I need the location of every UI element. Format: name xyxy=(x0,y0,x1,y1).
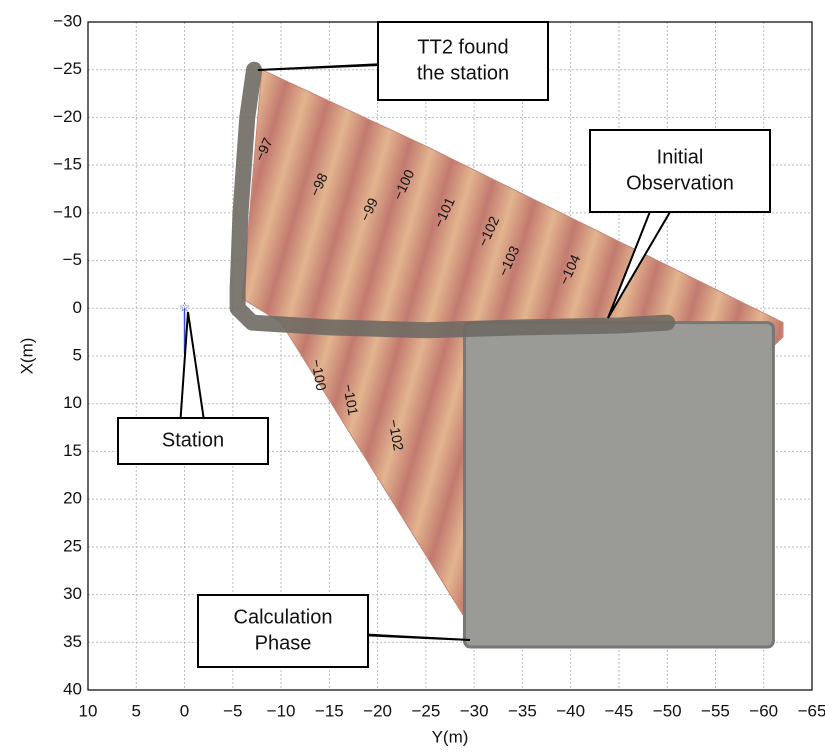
x-tick-label: −65 xyxy=(798,701,825,720)
callout-text: Calculation xyxy=(234,606,333,628)
x-tick-label: 10 xyxy=(79,701,98,720)
callout-text: Initial xyxy=(657,146,704,168)
callout-text: Phase xyxy=(255,632,312,654)
x-tick-label: −30 xyxy=(460,701,489,720)
callout-text: the station xyxy=(417,62,509,84)
y-tick-label: 35 xyxy=(63,632,82,651)
x-tick-label: −35 xyxy=(508,701,537,720)
y-tick-label: 15 xyxy=(63,441,82,460)
chart: Y(m) X(m) 10 5 0 −5 −10 −15 −20 −25 −30 −35 −40 −45… xyxy=(0,0,825,752)
y-tick-label: −20 xyxy=(53,107,82,126)
x-tick-label: −20 xyxy=(363,701,392,720)
y-tick-label: −10 xyxy=(53,202,82,221)
y-tick-label: 0 xyxy=(73,298,82,317)
x-tick-label: −60 xyxy=(749,701,778,720)
y-tick-label: −30 xyxy=(53,11,82,30)
y-tick-label: 20 xyxy=(63,489,82,508)
callout-box xyxy=(378,22,548,100)
callout-text: Observation xyxy=(626,172,734,194)
x-tick-label: −40 xyxy=(556,701,585,720)
x-tick-label: −50 xyxy=(653,701,682,720)
y-tick-label: −5 xyxy=(63,250,82,269)
x-tick-label: 5 xyxy=(132,701,141,720)
x-tick-label: −25 xyxy=(411,701,440,720)
x-tick-label: −15 xyxy=(315,701,344,720)
x-tick-label: 0 xyxy=(180,701,189,720)
y-tick-label: 5 xyxy=(73,345,82,364)
x-tick-label: −5 xyxy=(223,701,242,720)
photo-mosaic xyxy=(464,323,773,647)
x-tick-label: −45 xyxy=(605,701,634,720)
y-tick-label: 25 xyxy=(63,536,82,555)
y-tick-label: −15 xyxy=(53,155,82,174)
y-tick-label: 30 xyxy=(63,584,82,603)
y-tick-label: 10 xyxy=(63,393,82,412)
x-tick-label: −55 xyxy=(701,701,730,720)
y-tick-label: −25 xyxy=(53,59,82,78)
y-tick-label: 40 xyxy=(63,679,82,698)
callout-text: Station xyxy=(162,429,224,451)
callout-text: TT2 found xyxy=(417,36,508,58)
y-axis-label: X(m) xyxy=(17,338,36,375)
x-tick-label: −10 xyxy=(267,701,296,720)
x-axis-label: Y(m) xyxy=(432,727,469,746)
callout-box xyxy=(590,130,770,212)
